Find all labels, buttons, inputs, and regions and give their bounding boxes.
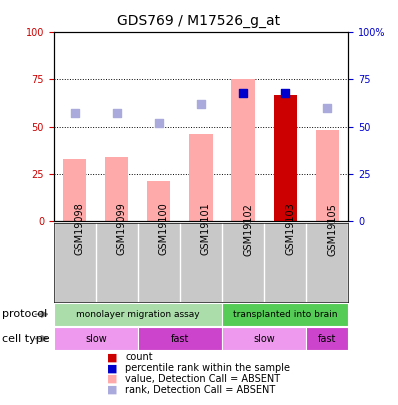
Point	[240, 90, 246, 96]
Point	[114, 110, 120, 117]
Text: ■: ■	[107, 374, 118, 384]
Text: ■: ■	[107, 385, 118, 395]
Bar	[232, 79, 255, 221]
Text: ■: ■	[107, 363, 118, 373]
Text: GSM19105: GSM19105	[327, 202, 337, 256]
Bar	[138, 327, 222, 350]
Bar	[54, 327, 138, 350]
Point	[72, 110, 78, 117]
Bar	[147, 181, 170, 221]
Text: fast: fast	[171, 334, 189, 343]
Text: GDS769 / M17526_g_at: GDS769 / M17526_g_at	[117, 14, 281, 28]
Text: percentile rank within the sample: percentile rank within the sample	[125, 363, 291, 373]
Bar	[273, 94, 297, 221]
Bar	[222, 303, 348, 326]
Text: count: count	[125, 352, 153, 362]
Point	[198, 101, 204, 107]
Text: GSM19098: GSM19098	[75, 202, 85, 256]
Bar	[63, 159, 86, 221]
Text: fast: fast	[318, 334, 336, 343]
Text: rank, Detection Call = ABSENT: rank, Detection Call = ABSENT	[125, 385, 276, 395]
Bar	[222, 327, 306, 350]
Text: ■: ■	[107, 352, 118, 362]
Text: value, Detection Call = ABSENT: value, Detection Call = ABSENT	[125, 374, 281, 384]
Text: transplanted into brain: transplanted into brain	[233, 310, 338, 319]
Text: GSM19100: GSM19100	[159, 202, 169, 256]
Text: GSM19102: GSM19102	[243, 202, 253, 256]
Bar	[306, 327, 348, 350]
Bar	[105, 157, 129, 221]
Bar	[189, 134, 213, 221]
Point	[282, 90, 288, 96]
Bar	[273, 94, 297, 221]
Bar	[54, 303, 222, 326]
Text: slow: slow	[253, 334, 275, 343]
Text: GSM19099: GSM19099	[117, 202, 127, 256]
Text: GSM19103: GSM19103	[285, 202, 295, 256]
Point	[324, 104, 330, 111]
Bar	[316, 130, 339, 221]
Text: slow: slow	[85, 334, 107, 343]
Text: monolayer migration assay: monolayer migration assay	[76, 310, 200, 319]
Text: GSM19101: GSM19101	[201, 202, 211, 256]
Text: protocol: protocol	[2, 309, 47, 319]
Point	[156, 119, 162, 126]
Text: cell type: cell type	[2, 334, 50, 343]
